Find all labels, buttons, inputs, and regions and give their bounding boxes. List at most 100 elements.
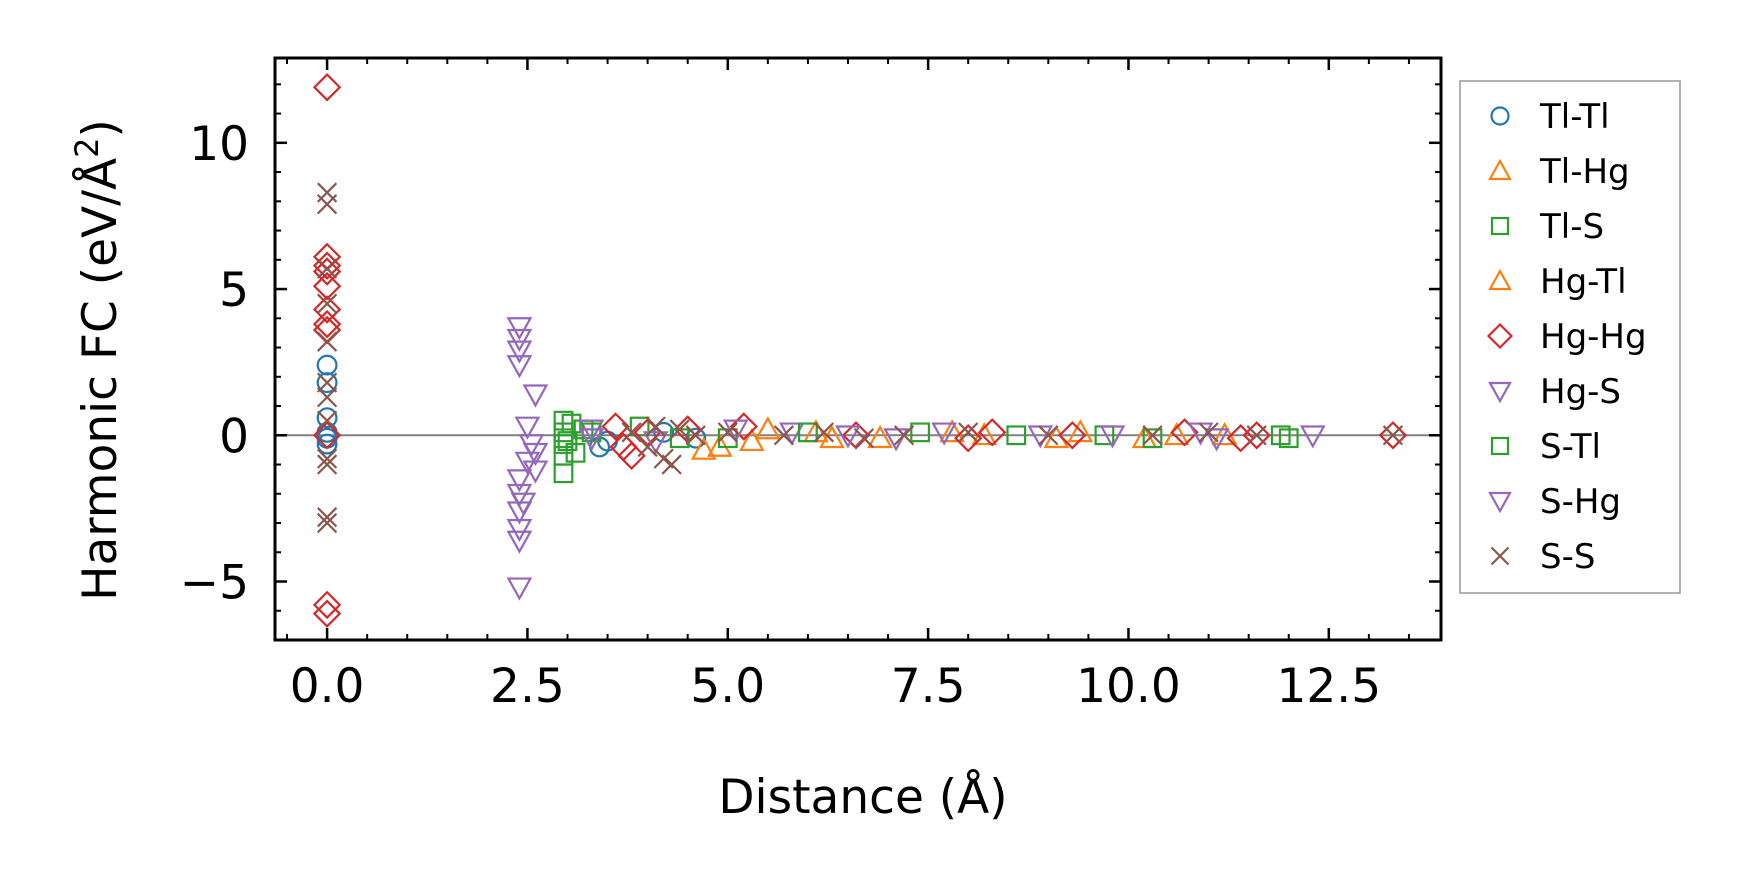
series-hg-s [506,317,1326,601]
data-point [506,317,533,341]
data-point [514,416,541,440]
data-point [514,451,541,475]
data-point [316,331,338,352]
data-point [645,416,666,437]
data-point [506,518,533,543]
data-point [316,512,338,534]
data-point [557,431,578,452]
data-point [617,441,646,470]
legend-item-s-tl: S-Tl [1490,427,1601,467]
data-point [578,428,605,452]
legend-label: Hg-Tl [1540,262,1627,302]
data-point [312,590,342,620]
series-s-s [316,182,1404,534]
data-point [522,384,549,408]
y-tick-label: 5 [219,263,249,318]
data-point [738,427,765,452]
y-axis-label-superscript: 2 [68,137,106,157]
data-point [1038,425,1059,446]
data-point [312,599,342,628]
data-point [813,422,835,443]
y-axis-label-main: Harmonic FC (eV/Å [73,158,128,601]
data-point [1142,428,1163,449]
series-tl-hg [706,419,1238,457]
x-tick-label: 12.5 [1276,659,1381,714]
legend-item-hg-s: Hg-S [1488,372,1621,412]
data-point [939,419,966,443]
x-tick-label: 2.5 [490,659,565,714]
data-point [506,469,533,493]
legend-item-s-hg: S-Hg [1488,482,1621,522]
data-point [601,412,630,441]
data-point [316,433,338,455]
data-point [312,257,342,286]
legend-marker [1490,436,1510,456]
data-point [1163,422,1190,446]
legend-label: Hg-Hg [1540,317,1647,357]
axes-frame [273,56,1443,642]
data-point [312,421,342,450]
data-point [1246,425,1267,446]
data-point [637,436,658,458]
data-point [629,416,650,437]
legend-label: S-S [1540,537,1595,577]
legend-label: S-Hg [1540,482,1621,522]
x-tick-label: 0.0 [290,659,365,714]
data-point [312,73,342,102]
data-point [931,422,958,446]
x-tick-label: 10.0 [1076,659,1181,714]
data-point [506,530,533,554]
data-point [1270,425,1291,446]
data-point [1203,428,1230,452]
data-point [978,418,1007,447]
series-tl-tl [316,354,707,458]
data-point [510,492,537,516]
data-point [312,295,342,324]
data-point [841,421,871,450]
data-point [312,242,342,272]
legend-item-tl-tl: Tl-Tl [1490,97,1610,137]
legend-label: S-Tl [1540,427,1601,467]
data-point [316,507,338,528]
data-point [1382,425,1404,446]
y-tick-label: 10 [189,117,249,172]
data-point [706,433,733,457]
data-point [316,354,338,376]
legend-marker [1488,268,1512,291]
data-point [316,454,338,475]
series-s-tl [557,422,1291,452]
data-point [867,424,893,449]
series-hg-hg [312,73,1408,628]
legend-label: Tl-Tl [1539,97,1610,137]
data-point [312,309,342,339]
x-tick-label: 7.5 [891,659,966,714]
data-point [553,463,574,484]
data-point [1378,421,1408,450]
data-point [518,434,545,458]
data-point [316,293,338,314]
data-point [819,424,845,449]
data-point [316,372,338,394]
data-point [578,419,605,443]
data-point [506,355,533,379]
data-point [642,431,669,455]
legend-label: Hg-S [1540,372,1621,412]
data-point [522,460,549,484]
data-point [729,412,759,441]
data-point [690,436,717,460]
data-point [717,422,738,443]
data-point [312,271,342,301]
data-point [506,577,533,601]
data-point [953,423,983,453]
data-point [685,425,706,446]
y-axis-label-end: ) [73,119,128,137]
legend-label: Tl-Hg [1539,152,1630,192]
legend-item-hg-tl: Hg-Tl [1488,262,1627,302]
x-tick-label: 5.0 [690,659,765,714]
data-point [1242,421,1271,450]
data-point [971,422,998,446]
legend-item-tl-s: Tl-S [1490,207,1604,247]
data-point [506,340,533,364]
data-point [669,419,690,440]
data-point [835,425,861,449]
